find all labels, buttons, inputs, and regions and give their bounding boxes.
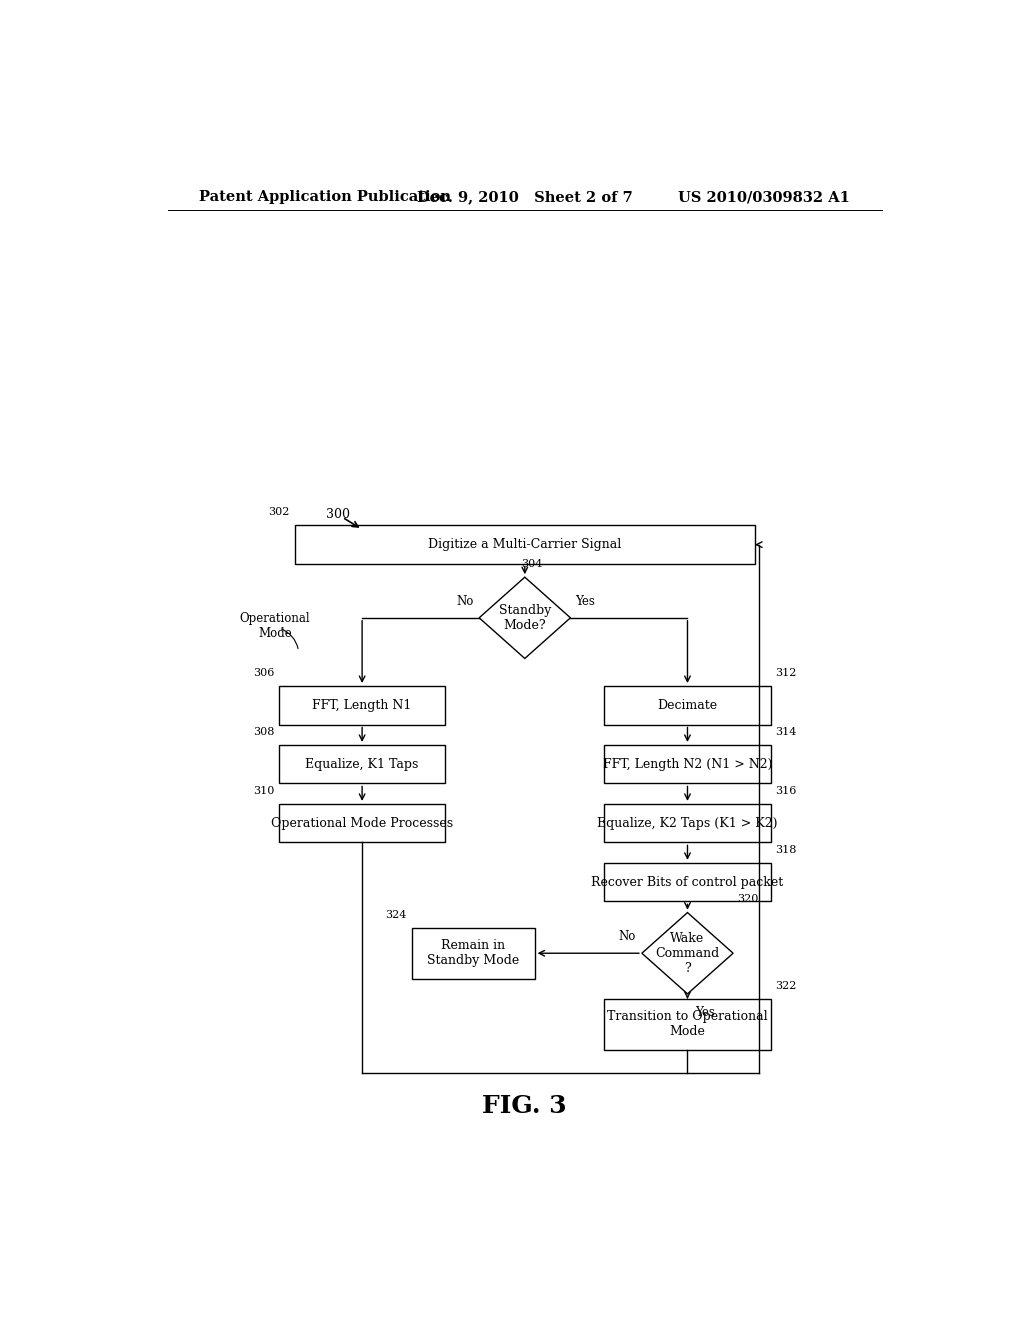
Text: 302: 302 bbox=[268, 507, 290, 517]
Text: Patent Application Publication: Patent Application Publication bbox=[200, 190, 452, 205]
Text: No: No bbox=[618, 931, 636, 944]
FancyBboxPatch shape bbox=[279, 744, 445, 784]
Text: No: No bbox=[457, 595, 473, 609]
Text: Equalize, K1 Taps: Equalize, K1 Taps bbox=[305, 758, 419, 771]
Text: 324: 324 bbox=[386, 909, 407, 920]
Text: Equalize, K2 Taps (K1 > K2): Equalize, K2 Taps (K1 > K2) bbox=[597, 817, 778, 830]
FancyBboxPatch shape bbox=[604, 744, 771, 784]
FancyBboxPatch shape bbox=[604, 686, 771, 725]
FancyBboxPatch shape bbox=[295, 525, 755, 564]
Text: 318: 318 bbox=[775, 845, 797, 854]
Text: 308: 308 bbox=[253, 727, 274, 737]
Text: Remain in
Standby Mode: Remain in Standby Mode bbox=[427, 940, 519, 968]
Text: 314: 314 bbox=[775, 727, 797, 737]
Text: Yes: Yes bbox=[695, 1006, 715, 1019]
Text: FFT, Length N1: FFT, Length N1 bbox=[312, 698, 412, 711]
Text: Transition to Operational
Mode: Transition to Operational Mode bbox=[607, 1010, 768, 1039]
Text: US 2010/0309832 A1: US 2010/0309832 A1 bbox=[678, 190, 850, 205]
Text: Dec. 9, 2010   Sheet 2 of 7: Dec. 9, 2010 Sheet 2 of 7 bbox=[417, 190, 633, 205]
FancyBboxPatch shape bbox=[279, 804, 445, 842]
FancyBboxPatch shape bbox=[604, 999, 771, 1049]
Text: 304: 304 bbox=[521, 560, 542, 569]
Text: 320: 320 bbox=[737, 895, 759, 904]
FancyBboxPatch shape bbox=[412, 928, 535, 978]
Text: FFT, Length N2 (N1 > N2): FFT, Length N2 (N1 > N2) bbox=[603, 758, 772, 771]
Text: FIG. 3: FIG. 3 bbox=[482, 1094, 567, 1118]
Text: Standby
Mode?: Standby Mode? bbox=[499, 603, 551, 632]
FancyBboxPatch shape bbox=[604, 863, 771, 902]
Text: Wake
Command
?: Wake Command ? bbox=[655, 932, 720, 974]
Text: 322: 322 bbox=[775, 981, 797, 991]
Polygon shape bbox=[642, 912, 733, 994]
Text: 300: 300 bbox=[327, 508, 350, 520]
Text: Yes: Yes bbox=[574, 595, 595, 609]
Text: Recover Bits of control packet: Recover Bits of control packet bbox=[592, 875, 783, 888]
Text: Decimate: Decimate bbox=[657, 698, 718, 711]
Text: 310: 310 bbox=[253, 785, 274, 796]
Text: Digitize a Multi-Carrier Signal: Digitize a Multi-Carrier Signal bbox=[428, 539, 622, 552]
FancyBboxPatch shape bbox=[604, 804, 771, 842]
Text: Operational Mode Processes: Operational Mode Processes bbox=[271, 817, 454, 830]
Text: Operational
Mode: Operational Mode bbox=[240, 612, 310, 640]
Text: 312: 312 bbox=[775, 668, 797, 677]
Text: 316: 316 bbox=[775, 785, 797, 796]
Text: 306: 306 bbox=[253, 668, 274, 677]
Polygon shape bbox=[479, 577, 570, 659]
FancyBboxPatch shape bbox=[279, 686, 445, 725]
